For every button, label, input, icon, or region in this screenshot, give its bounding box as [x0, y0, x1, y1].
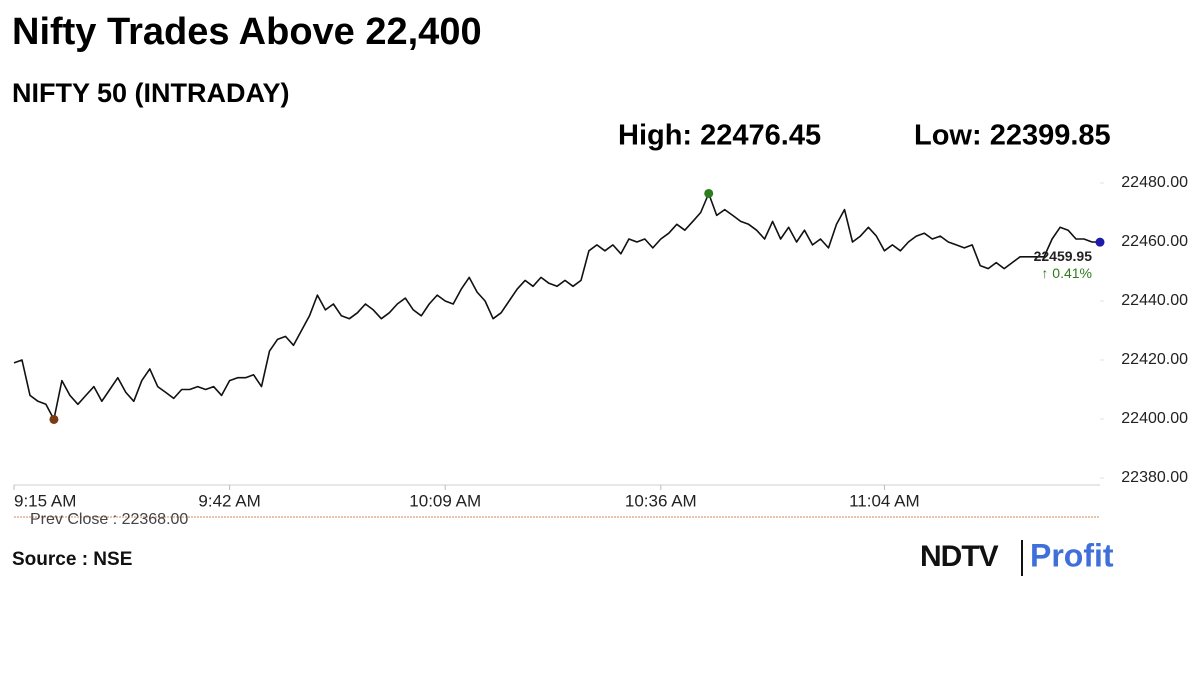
- price-line: [13, 192, 1101, 421]
- source: Source : NSE: [12, 549, 132, 570]
- logo-product: Profit: [1030, 537, 1114, 573]
- chart-title: Nifty Trades Above 22,400: [12, 11, 482, 53]
- y-tick-label: 22400.00: [1121, 410, 1188, 427]
- x-tick-label: 10:09 AM: [409, 491, 481, 510]
- low-label: Low: 22399.85: [914, 120, 1111, 152]
- x-tick-label: 10:36 AM: [625, 491, 697, 510]
- y-tick-label: 22460.00: [1121, 233, 1188, 250]
- high-marker: [704, 188, 714, 198]
- y-tick-label: 22440.00: [1121, 292, 1188, 309]
- x-tick-label: 11:04 AM: [849, 491, 920, 510]
- x-tick-label: 9:42 AM: [198, 491, 260, 510]
- high-label: High: 22476.45: [618, 120, 821, 152]
- y-tick-label: 22380.00: [1121, 469, 1188, 486]
- logo-brand: NDTV: [920, 540, 999, 573]
- chart-subtitle: NIFTY 50 (INTRADAY): [12, 78, 290, 108]
- y-tick-label: 22420.00: [1121, 351, 1188, 368]
- last-marker: [1095, 237, 1105, 247]
- y-tick-label: 22480.00: [1121, 174, 1188, 191]
- prev-close-label: Prev Close : 22368.00: [30, 511, 188, 528]
- change-label: ↑ 0.41%: [1041, 265, 1092, 281]
- low-marker: [49, 414, 59, 424]
- x-tick-label: 9:15 AM: [14, 491, 76, 510]
- last-value-label: 22459.95: [1034, 248, 1093, 264]
